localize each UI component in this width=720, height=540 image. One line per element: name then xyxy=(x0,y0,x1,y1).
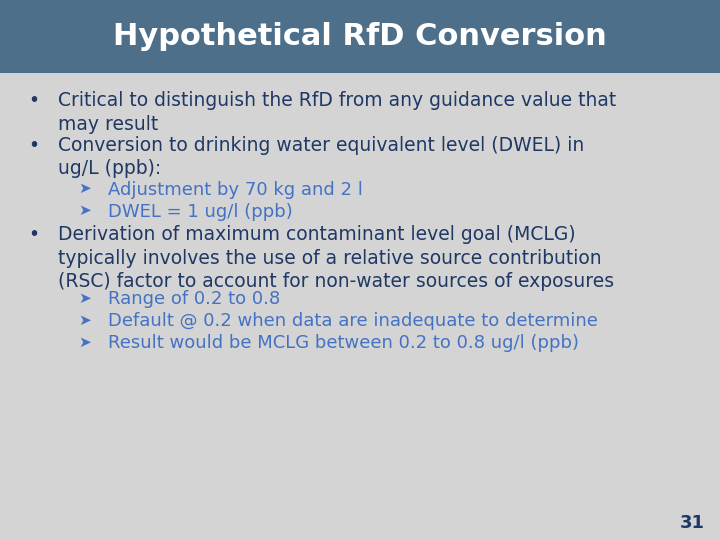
Text: Hypothetical RfD Conversion: Hypothetical RfD Conversion xyxy=(113,22,607,51)
Text: Result would be MCLG between 0.2 to 0.8 ug/l (ppb): Result would be MCLG between 0.2 to 0.8 … xyxy=(108,334,579,353)
Text: •: • xyxy=(28,136,39,155)
Text: ➤: ➤ xyxy=(78,291,91,306)
Text: Critical to distinguish the RfD from any guidance value that
may result: Critical to distinguish the RfD from any… xyxy=(58,91,616,133)
Text: ➤: ➤ xyxy=(78,203,91,218)
Text: 31: 31 xyxy=(680,514,705,532)
Text: Conversion to drinking water equivalent level (DWEL) in
ug/L (ppb):: Conversion to drinking water equivalent … xyxy=(58,136,584,179)
Text: Adjustment by 70 kg and 2 l: Adjustment by 70 kg and 2 l xyxy=(108,181,363,199)
Text: ➤: ➤ xyxy=(78,334,91,349)
Text: ➤: ➤ xyxy=(78,313,91,327)
Text: Derivation of maximum contaminant level goal (MCLG)
typically involves the use o: Derivation of maximum contaminant level … xyxy=(58,225,614,291)
Bar xyxy=(0,0,720,73)
Text: ➤: ➤ xyxy=(78,181,91,196)
Text: •: • xyxy=(28,91,39,110)
Text: •: • xyxy=(28,225,39,244)
Text: Default @ 0.2 when data are inadequate to determine: Default @ 0.2 when data are inadequate t… xyxy=(108,313,598,330)
Text: DWEL = 1 ug/l (ppb): DWEL = 1 ug/l (ppb) xyxy=(108,203,293,221)
Text: Range of 0.2 to 0.8: Range of 0.2 to 0.8 xyxy=(108,291,280,308)
